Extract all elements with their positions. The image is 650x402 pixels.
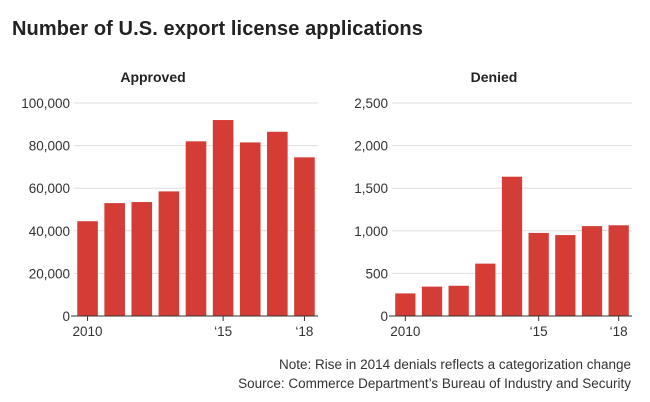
note-text: Note: Rise in 2014 denials reflects a ca…: [279, 357, 631, 372]
approved-y-tick-label: 80,000: [29, 139, 70, 154]
source-text: Source: Commerce Department’s Bureau of …: [238, 376, 631, 391]
denied-bar-2014: [501, 176, 523, 316]
denied-bar-2018: [608, 225, 629, 316]
approved-y-tick-label: 60,000: [29, 181, 70, 196]
denied-x-tick-label: ‘15: [530, 324, 548, 339]
denied-y-tick-label: 1,000: [354, 224, 388, 239]
approved-x-tick-label: 2010: [73, 324, 103, 339]
approved-bar-2017: [267, 131, 288, 316]
chart-title: Number of U.S. export license applicatio…: [12, 18, 423, 40]
approved-y-tick-label: 0: [62, 309, 70, 324]
approved-bar-2014: [185, 141, 207, 316]
approved-bar-2018: [294, 157, 315, 316]
denied-bar-2012: [448, 285, 469, 316]
denied-bar-2011: [421, 286, 443, 316]
approved-panel-title: Approved: [120, 69, 185, 85]
denied-bar-2010: [395, 293, 416, 316]
denied-panel: Denied 0 500 1,000 1,500 2,000 2,500 2010 ‘15 ‘18: [354, 69, 632, 339]
approved-bar-2011: [104, 203, 125, 316]
approved-bar-2012: [131, 202, 153, 316]
denied-panel-title: Denied: [471, 69, 518, 85]
denied-y-tick-label: 2,500: [354, 96, 388, 111]
approved-bar-2016: [239, 142, 261, 316]
approved-bar-2013: [158, 191, 180, 316]
approved-panel: Approved 0 20,000 40,000 60,000 80,000 100,000…: [21, 69, 318, 339]
approved-x-tick-label: ‘15: [214, 324, 232, 339]
approved-x-tick-label: ‘18: [295, 324, 313, 339]
approved-y-tick-label: 40,000: [29, 224, 70, 239]
denied-x-tick-label: 2010: [390, 324, 420, 339]
denied-y-tick-label: 0: [380, 309, 388, 324]
denied-bar-2015: [528, 232, 549, 316]
approved-bar-2015: [212, 120, 234, 316]
denied-y-tick-label: 1,500: [354, 181, 388, 196]
denied-y-tick-label: 2,000: [354, 139, 388, 154]
approved-y-tick-label: 20,000: [29, 266, 70, 281]
denied-x-tick-label: ‘18: [610, 324, 628, 339]
denied-y-tick-label: 500: [365, 266, 388, 281]
denied-bar-2013: [475, 263, 496, 316]
footnote: Note: Rise in 2014 denials reflects a ca…: [238, 355, 631, 393]
denied-bar-2017: [581, 226, 603, 316]
denied-bar-2016: [555, 235, 576, 316]
approved-y-tick-label: 100,000: [21, 96, 70, 111]
approved-bar-2010: [77, 221, 98, 316]
